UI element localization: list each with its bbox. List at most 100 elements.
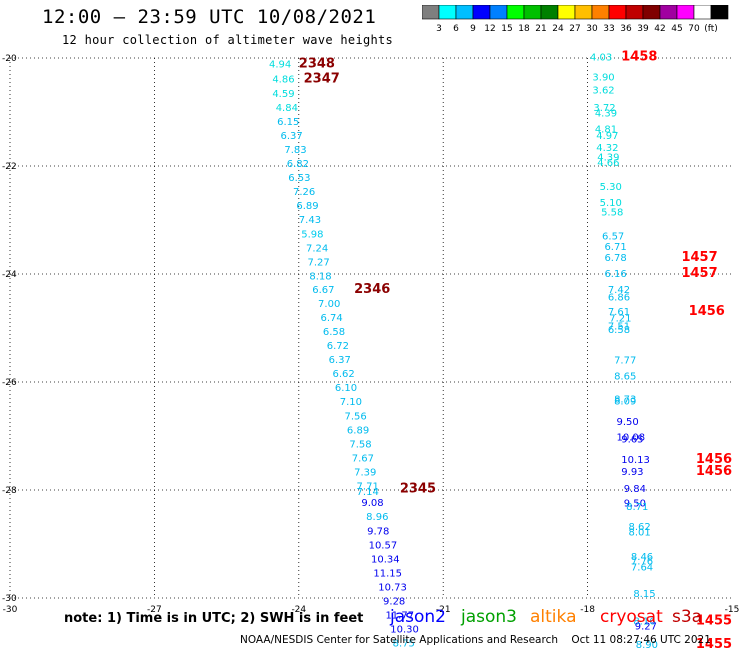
- color-scale-bar: 3 6 9 12 15 18 21 24 27 30 33 36 39 42 45 70 (ft): [422, 5, 729, 34]
- footer-credit: NOAA/NESDIS Center for Satellite Applica…: [240, 634, 711, 646]
- wave-height-value: 7.27: [307, 257, 329, 268]
- wave-height-value: 7.76: [631, 557, 653, 568]
- color-scale-label: 39: [637, 24, 649, 34]
- color-scale-label: 3: [436, 24, 442, 34]
- y-tick-label: -22: [2, 162, 17, 172]
- wave-height-value: 5.58: [601, 208, 623, 219]
- wave-height-value: 10.73: [378, 582, 407, 593]
- wave-height-value: 9.50: [624, 499, 646, 510]
- wave-height-value: 8.73: [614, 395, 636, 406]
- wave-height-value: 8.65: [614, 371, 636, 382]
- wave-height-value: 6.37: [281, 131, 303, 142]
- color-scale-label: 70: [688, 24, 700, 34]
- wave-height-value: 9.78: [367, 526, 389, 537]
- wave-height-value: 9.08: [361, 498, 383, 509]
- time-label: 1455: [696, 613, 732, 628]
- time-label: 1456: [696, 464, 732, 479]
- wave-height-value: 6.58: [323, 327, 345, 338]
- wave-height-value: 10.08: [616, 432, 645, 443]
- time-label: 2345: [400, 482, 436, 497]
- wave-height-value: 4.66: [597, 158, 619, 169]
- color-scale-label: 36: [620, 24, 632, 34]
- wave-height-value: 6.89: [347, 425, 369, 436]
- wave-height-value: 7.39: [354, 467, 376, 478]
- wave-height-value: 7.14: [357, 487, 379, 498]
- wave-height-value: 5.30: [600, 182, 622, 193]
- wave-height-value: 8.16: [633, 616, 655, 627]
- wave-height-value: 7.21: [609, 314, 631, 325]
- x-tick-label: -24: [291, 605, 306, 615]
- wave-height-value: 9.27: [635, 621, 657, 632]
- x-tick-label: -27: [147, 605, 162, 615]
- wave-height-value: 9.84: [624, 484, 646, 495]
- wave-height-value: 8.01: [629, 527, 651, 538]
- time-label: 1457: [681, 250, 717, 265]
- legend-jason3: jason3: [461, 607, 517, 627]
- wave-height-value: 4.97: [596, 131, 618, 142]
- legend-altika: altika: [530, 607, 577, 627]
- wave-height-value: 6.15: [277, 117, 299, 128]
- wave-height-value: 3.72: [593, 103, 615, 114]
- wave-height-value: 4.59: [272, 89, 294, 100]
- wave-height-value: 7.83: [284, 145, 306, 156]
- wave-height-value: 7.10: [340, 397, 362, 408]
- wave-height-value: 8.90: [636, 640, 658, 650]
- wave-height-value: 6.86: [608, 292, 630, 303]
- wave-height-value: 9.50: [616, 417, 638, 428]
- color-scale-label: 9: [470, 24, 476, 34]
- wave-height-value: 8.09: [614, 397, 636, 408]
- wave-height-value: 8.96: [366, 512, 388, 523]
- wave-height-value: 8.75: [393, 639, 415, 650]
- page-title: 12:00 — 23:59 UTC 10/08/2021: [42, 6, 377, 28]
- wave-height-value: 7.64: [631, 562, 653, 573]
- wave-height-value: 8.71: [626, 502, 648, 513]
- wave-height-value: 5.98: [301, 229, 323, 240]
- wave-height-value: 4.39: [595, 108, 617, 119]
- wave-height-value: 6.62: [332, 369, 354, 380]
- wave-height-value: 4.94: [269, 60, 291, 71]
- wave-height-value: 6.57: [602, 231, 624, 242]
- y-tick-label: -26: [2, 378, 17, 388]
- color-scale-label: 45: [671, 24, 682, 34]
- y-tick-label: -24: [2, 270, 17, 280]
- wave-height-value: 7.51: [608, 322, 630, 333]
- wave-height-value: 11.77: [385, 611, 414, 622]
- time-label: 2346: [354, 282, 390, 297]
- x-tick-label: -30: [3, 605, 18, 615]
- color-scale-label: 15: [501, 24, 512, 34]
- wave-height-value: 10.57: [369, 540, 398, 551]
- wave-height-value: 6.82: [287, 159, 309, 170]
- wave-height-value: 7.77: [614, 356, 636, 367]
- color-scale-label: 30: [586, 24, 598, 34]
- color-scale-label: 12: [484, 24, 495, 34]
- wave-height-value: 7.26: [293, 187, 315, 198]
- wave-height-value: 6.16: [604, 269, 626, 280]
- color-scale-label: 24: [552, 24, 564, 34]
- time-label: 1457: [681, 266, 717, 281]
- wave-height-value: 9.28: [383, 596, 405, 607]
- color-scale-label: (ft): [704, 24, 718, 34]
- wave-height-value: 7.42: [608, 285, 630, 296]
- wave-height-value: 3.90: [592, 73, 614, 84]
- color-scale-label: 18: [518, 24, 530, 34]
- wave-height-value: 3.62: [592, 86, 614, 97]
- wave-height-value: 6.58: [608, 325, 630, 336]
- wave-height-value: 8.46: [631, 552, 653, 563]
- legend-s3a: s3a: [672, 607, 703, 627]
- wave-height-value: 11.15: [373, 568, 402, 579]
- y-tick-label: -20: [2, 54, 17, 64]
- wave-height-value: 7.67: [352, 453, 374, 464]
- x-tick-label: -18: [580, 605, 595, 615]
- wave-height-value: 10.13: [621, 455, 650, 466]
- time-label: 1456: [689, 304, 725, 319]
- wave-height-value: 6.10: [335, 383, 357, 394]
- color-scale-label: 27: [569, 24, 580, 34]
- wave-height-value: 6.72: [327, 341, 349, 352]
- wave-height-value: 6.89: [296, 201, 318, 212]
- wave-height-value: 7.58: [349, 439, 371, 450]
- legend-cryosat: cryosat: [600, 607, 663, 627]
- wave-height-value: 9.93: [621, 467, 643, 478]
- wave-height-value: 5.10: [600, 198, 622, 209]
- color-scale-label: 33: [603, 24, 614, 34]
